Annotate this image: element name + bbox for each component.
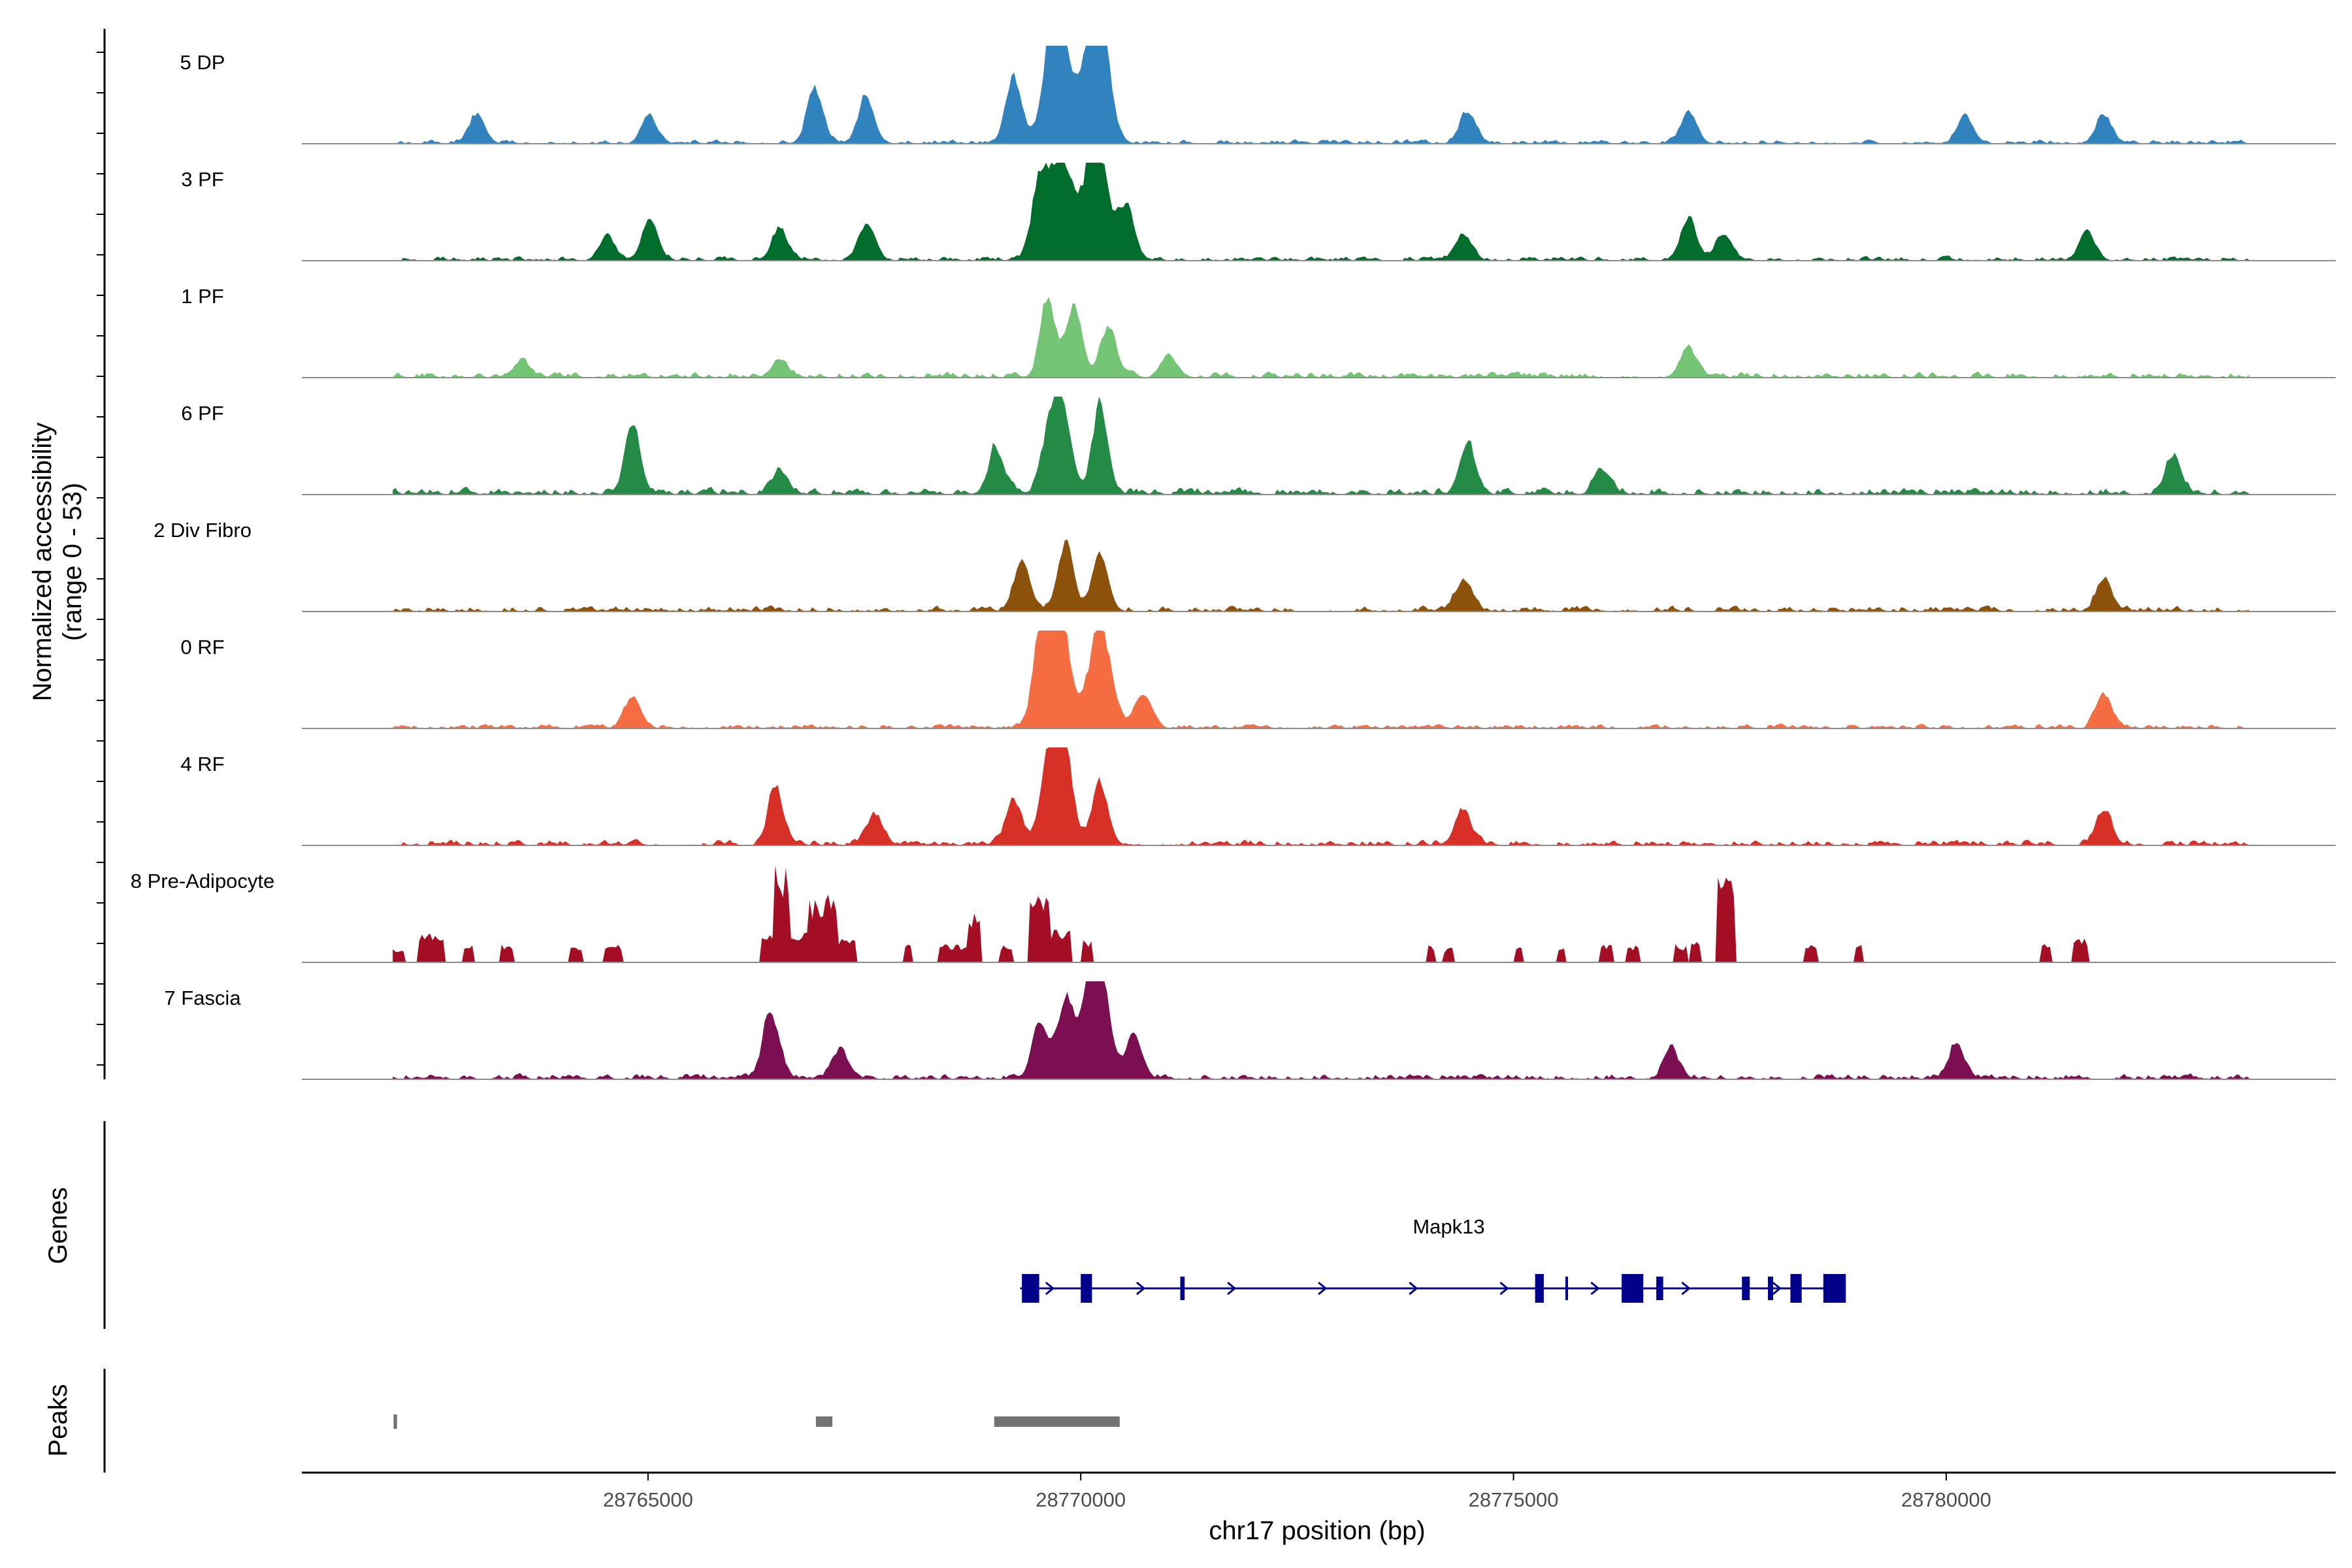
x-axis-tick-label: 28765000 [603,1488,693,1511]
x-axis-label: chr17 position (bp) [1209,1516,1425,1545]
coverage-y-ticks [97,52,105,1066]
peak-regions [393,1414,1120,1429]
gene-exon [1768,1277,1773,1300]
gene-strand-arrow [1590,1281,1600,1296]
x-axis-ticks: 28765000 28770000 28775000 28780000 [603,1473,1991,1511]
peak-region [393,1414,397,1429]
peak-region [994,1416,1120,1427]
y-axis-label: Normalized accessibility (range 0 - 53) [28,423,87,702]
y-axis-label-line1: Normalized accessibility [28,423,57,702]
track-label: 8 Pre-Adipocyte [131,870,275,892]
track-label: 0 RF [180,636,224,659]
gene-model: Mapk13 [1020,1215,1846,1303]
track: 0 RF [180,630,2336,729]
track: 2 Div Fibro [154,519,2336,612]
track-coverage-area [393,865,2249,962]
gene-name-label: Mapk13 [1413,1215,1484,1238]
track: 7 Fascia [164,981,2336,1080]
x-axis-tick-label: 28770000 [1036,1488,1126,1511]
gene-strand-arrow [1227,1281,1237,1296]
track: 5 DP [180,46,2336,144]
gene-strand-arrow [1681,1281,1691,1296]
genes-panel-label: Genes [44,1187,73,1264]
x-axis-tick-label: 28780000 [1901,1488,1991,1511]
track-label: 3 PF [181,168,223,191]
gene-strand-arrow [1045,1281,1055,1296]
peaks-panel-label: Peaks [44,1384,73,1456]
gene-exon [1790,1274,1802,1303]
track: 4 RF [180,747,2336,846]
x-axis-tick-label: 28775000 [1469,1488,1559,1511]
gene-strand-arrow [1135,1281,1146,1296]
gene-exon [1081,1274,1092,1303]
track-label: 1 PF [181,285,223,308]
track-label: 5 DP [180,51,225,74]
track: 1 PF [181,285,2336,378]
gene-exon [1535,1274,1544,1303]
track-coverage-area [393,981,2249,1079]
peak-region [815,1416,833,1427]
track: 8 Pre-Adipocyte [131,865,2336,963]
gene-exon [1823,1274,1846,1303]
track: 3 PF [181,163,2336,261]
track: 6 PF [181,397,2336,495]
gene-strand-arrow [1499,1281,1509,1296]
coverage-tracks: 5 DP 3 PF 1 PF 6 PF 2 Div Fibro 0 RF 4 RF 8 Pre… [131,46,2336,1080]
peaks-panel: Peaks [44,1369,1120,1473]
y-axis-label-line2: (range 0 - 53) [58,483,87,641]
track-label: 6 PF [181,402,223,425]
gene-strand-arrow [1409,1281,1418,1296]
gene-strand-arrow [1772,1281,1782,1296]
genes-panel: Genes Mapk13 [44,1121,1846,1329]
gene-exon [1180,1277,1185,1300]
gene-exon [1742,1277,1750,1300]
gene-exon [1022,1274,1039,1303]
gene-exon [1565,1277,1569,1300]
track-label: 4 RF [180,753,224,776]
track-label: 2 Div Fibro [154,519,252,542]
gene-strand-arrow [1318,1281,1328,1296]
gene-exon [1622,1274,1644,1303]
track-label: 7 Fascia [164,987,241,1009]
gene-exon [1656,1277,1663,1300]
